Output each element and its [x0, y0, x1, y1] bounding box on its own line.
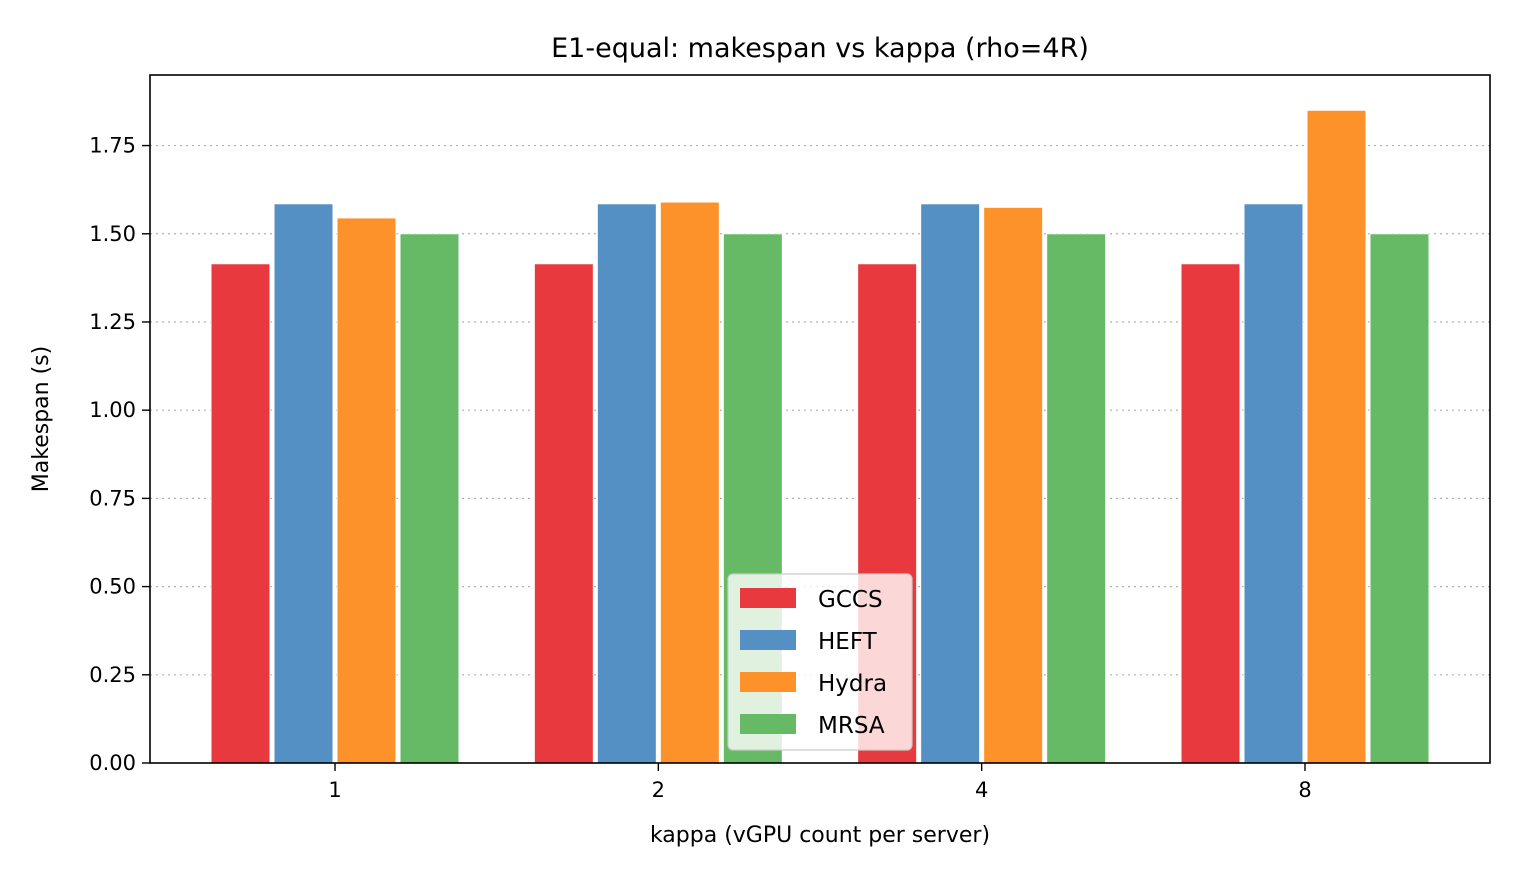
bar-heft-1 [273, 203, 334, 764]
bar-gccs-1 [210, 263, 271, 764]
x-tick-label: 4 [975, 778, 988, 802]
bar-mrsa-4 [1046, 233, 1107, 764]
chart-title: E1-equal: makespan vs kappa (rho=4R) [551, 33, 1089, 64]
legend: GCCS HEFT Hydra MRSA [727, 573, 913, 751]
bar-mrsa-8 [1369, 233, 1430, 764]
x-tick-label: 8 [1298, 778, 1311, 802]
legend-label: HEFT [818, 629, 878, 655]
bar-gccs-8 [1180, 263, 1241, 764]
bar-hydra-1 [336, 217, 397, 764]
bar-heft-2 [596, 203, 657, 764]
y-tick-label: 0.75 [89, 486, 136, 510]
bar-heft-8 [1243, 203, 1304, 764]
y-tick-label: 1.50 [89, 222, 136, 246]
bar-hydra-4 [983, 206, 1044, 764]
bar-gccs-2 [533, 263, 594, 764]
x-tick-label: 2 [652, 778, 665, 802]
y-tick-label: 1.25 [89, 310, 136, 334]
plot-frame [149, 74, 1491, 764]
y-tick-label: 1.00 [89, 398, 136, 422]
bar-heft-4 [920, 203, 981, 764]
legend-label: GCCS [818, 587, 883, 613]
legend-swatch-hydra [740, 672, 796, 692]
y-axis-ticks: 0.00 0.25 0.50 0.75 1.00 1.25 1.50 1.75 [89, 134, 150, 775]
y-tick-label: 0.50 [89, 575, 136, 599]
legend-label: Hydra [818, 671, 887, 697]
y-axis-label: Makespan (s) [29, 346, 54, 492]
legend-swatch-heft [740, 630, 796, 650]
bar-hydra-8 [1306, 109, 1367, 764]
legend-label: MRSA [818, 713, 885, 739]
legend-swatch-mrsa [740, 714, 796, 734]
x-tick-label: 1 [328, 778, 341, 802]
y-tick-label: 1.75 [89, 134, 136, 158]
bar-hydra-2 [659, 201, 720, 764]
legend-swatch-gccs [740, 588, 796, 608]
x-axis-ticks: 1 2 4 8 [328, 763, 1312, 802]
x-axis-label: kappa (vGPU count per server) [650, 823, 990, 848]
bar-mrsa-1 [399, 233, 460, 764]
y-tick-label: 0.00 [89, 751, 136, 775]
legend-box [727, 573, 913, 751]
y-tick-label: 0.25 [89, 663, 136, 687]
